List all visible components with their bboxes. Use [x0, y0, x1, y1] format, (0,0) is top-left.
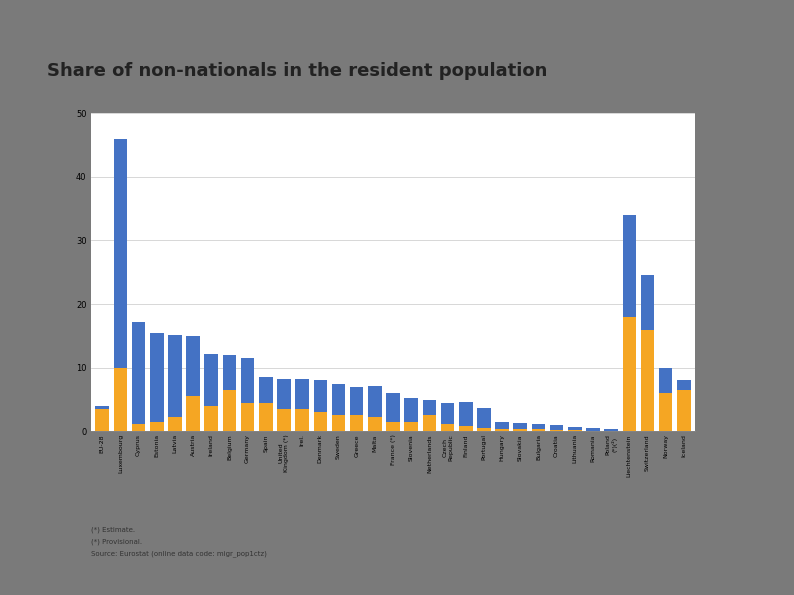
Bar	[222, 390, 237, 431]
Bar	[677, 390, 691, 431]
Bar	[404, 422, 418, 431]
Bar	[168, 334, 182, 417]
Bar	[622, 317, 636, 431]
Bar	[568, 430, 581, 431]
Bar	[114, 368, 127, 431]
Bar	[441, 403, 454, 424]
Bar	[295, 378, 309, 409]
Bar	[604, 430, 618, 431]
Bar	[314, 380, 327, 412]
Bar	[659, 368, 673, 393]
Text: (*) Provisional.: (*) Provisional.	[91, 538, 142, 545]
Bar	[95, 409, 109, 431]
Bar	[187, 336, 200, 396]
Bar	[150, 333, 164, 422]
Bar	[187, 396, 200, 431]
Bar	[259, 377, 272, 403]
Bar	[514, 430, 527, 431]
Bar	[241, 358, 254, 403]
Bar	[95, 406, 109, 409]
Bar	[622, 215, 636, 317]
Bar	[132, 322, 145, 424]
Bar	[477, 408, 491, 428]
Bar	[495, 422, 509, 430]
Bar	[222, 355, 237, 390]
Bar	[404, 397, 418, 422]
Bar	[368, 386, 382, 417]
Bar	[204, 353, 218, 406]
Bar	[386, 422, 400, 431]
Bar	[204, 406, 218, 431]
Bar	[459, 426, 472, 431]
Bar	[277, 409, 291, 431]
Text: Source: Eurostat (online data code: migr_pop1ctz): Source: Eurostat (online data code: migr…	[91, 550, 268, 557]
Bar	[350, 415, 364, 431]
Bar	[241, 403, 254, 431]
Bar	[459, 402, 472, 426]
Bar	[332, 415, 345, 431]
Bar	[114, 139, 127, 368]
Bar	[586, 428, 599, 431]
Bar	[677, 380, 691, 390]
Bar	[368, 417, 382, 431]
Bar	[314, 412, 327, 431]
Bar	[641, 275, 654, 330]
Bar	[514, 423, 527, 430]
Bar	[532, 424, 545, 430]
Bar	[549, 425, 564, 430]
Bar	[132, 424, 145, 431]
Text: Share of non-nationals in the resident population: Share of non-nationals in the resident p…	[48, 62, 548, 80]
Bar	[168, 417, 182, 431]
Bar	[641, 330, 654, 431]
Text: (*) Estimate.: (*) Estimate.	[91, 527, 136, 533]
Bar	[350, 387, 364, 415]
Bar	[549, 430, 564, 431]
Bar	[277, 378, 291, 409]
Bar	[568, 427, 581, 430]
Bar	[532, 430, 545, 431]
Bar	[422, 400, 436, 415]
Bar	[386, 393, 400, 422]
Bar	[441, 424, 454, 431]
Bar	[477, 428, 491, 431]
Bar	[659, 393, 673, 431]
Bar	[295, 409, 309, 431]
Bar	[495, 430, 509, 431]
Bar	[332, 384, 345, 415]
Bar	[259, 403, 272, 431]
Bar	[150, 422, 164, 431]
Bar	[422, 415, 436, 431]
